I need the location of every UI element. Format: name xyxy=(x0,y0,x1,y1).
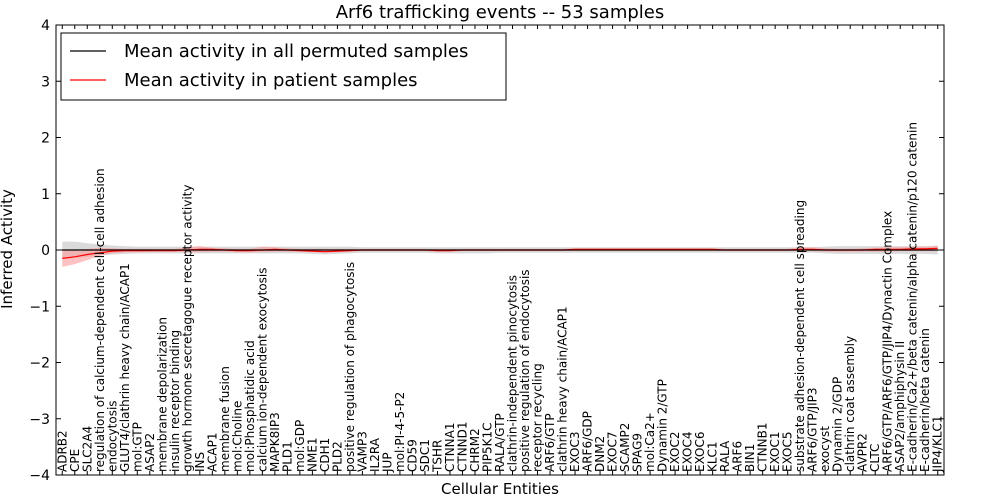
category-label: EXOC3 xyxy=(568,432,582,473)
category-label: E-cadherin/Ca2+/beta catenin/alpha caten… xyxy=(906,122,920,472)
category-label: NME1 xyxy=(305,437,319,472)
category-label: SCAMP2 xyxy=(618,423,632,472)
category-label: CDH1 xyxy=(318,438,332,472)
category-label: positive regulation of phagocytosis xyxy=(343,262,357,472)
category-label: mol:Phosphatidic acid xyxy=(243,340,257,472)
category-label: mol:GDP xyxy=(293,420,307,472)
category-label: endocytosis xyxy=(105,400,119,472)
y-ticks: 4 3 2 1 0 −1 −2 −3 −4 xyxy=(29,18,944,484)
series-band-1 xyxy=(62,246,938,267)
category-label: receptor recycling xyxy=(531,363,545,472)
category-label: Dynamin 2/GDP xyxy=(831,377,845,472)
category-label: mol:Ca2+ xyxy=(643,412,657,472)
category-label: DNM2 xyxy=(593,436,607,472)
category-label: AVPR2 xyxy=(856,433,870,472)
category-label: MAPK8IP3 xyxy=(268,412,282,472)
category-label: mol:GTP xyxy=(130,422,144,472)
category-label: CPE xyxy=(68,449,82,472)
category-label: EXOC5 xyxy=(781,432,795,473)
category-label: EXOC2 xyxy=(668,432,682,473)
category-label: clathrin-independent pinocytosis xyxy=(506,275,520,472)
y-tick-label: −2 xyxy=(29,356,50,372)
category-label: PLD2 xyxy=(330,441,344,472)
y-tick-label: −1 xyxy=(29,299,50,315)
category-label: Dynamin 2/GTP xyxy=(656,379,670,472)
category-label: E-cadherin/beta catenin xyxy=(918,328,932,472)
category-label: SPAG9 xyxy=(631,433,645,472)
category-label: EXOC4 xyxy=(681,432,695,473)
category-label: RALA/GTP xyxy=(493,413,507,472)
category-label: VAMP3 xyxy=(355,431,369,472)
category-label: CHRM2 xyxy=(468,428,482,472)
category-label: positive regulation of endocytosis xyxy=(518,269,532,472)
category-label: ARF6/GDP xyxy=(581,411,595,472)
category-label: ARF6/GTP/JIP3 xyxy=(806,387,820,472)
legend-entry: Mean activity in patient samples xyxy=(124,70,418,91)
category-label: EXOC7 xyxy=(606,432,620,473)
legend-box xyxy=(60,32,507,101)
legend-entry: Mean activity in all permuted samples xyxy=(124,41,468,62)
category-label: clathrin coat assembly xyxy=(843,336,857,472)
category-label: PLD1 xyxy=(280,441,294,472)
plot-frame xyxy=(55,24,945,476)
y-tick-label: 0 xyxy=(41,243,50,259)
category-label: TSHR xyxy=(431,440,445,473)
category-label: regulation of calcium-dependent cell-cel… xyxy=(93,168,107,472)
chart-title: Arf6 trafficking events -- 53 samples xyxy=(336,2,665,23)
category-label: calcium ion-dependent exocytosis xyxy=(255,268,269,473)
category-label: mol:Choline xyxy=(230,401,244,472)
y-tick-label: 3 xyxy=(41,74,50,90)
category-label: JIP4/KLC1 xyxy=(931,415,945,473)
category-label: CTNNA1 xyxy=(443,422,457,472)
category-label: ASAP2/amphiphysin II xyxy=(893,341,907,472)
category-label: membrane depolarization xyxy=(155,317,169,472)
category-label: mol:PI-4-5-P2 xyxy=(393,392,407,472)
category-label: ASAP2 xyxy=(143,433,157,472)
y-tick-label: −3 xyxy=(29,412,50,428)
category-label: PIP5K1C xyxy=(481,422,495,472)
category-label: EXOC6 xyxy=(693,432,707,473)
category-label: INS xyxy=(193,452,207,472)
category-label: CTNND1 xyxy=(456,421,470,472)
category-label: ACAP1 xyxy=(205,433,219,472)
x-ticks xyxy=(61,25,939,475)
category-label: CLTC xyxy=(868,444,882,472)
y-tick-label: 1 xyxy=(41,187,50,203)
legend: Mean activity in all permuted samples Mea… xyxy=(60,32,507,101)
category-label: ARF6/GTP xyxy=(543,413,557,472)
category-label: ARF6/GTP/ARF6/GTP/JIP4/Dynactin Complex xyxy=(881,211,895,472)
category-label: membrane fusion xyxy=(218,366,232,472)
category-label: JUP xyxy=(380,452,394,473)
category-label: insulin receptor binding xyxy=(168,330,182,472)
category-label: substrate adhesion-dependent cell spread… xyxy=(793,200,807,472)
category-label: CD59 xyxy=(406,439,420,472)
category-label: SDC1 xyxy=(418,439,432,472)
y-axis-label: Inferred Activity xyxy=(0,189,16,309)
y-tick-label: 2 xyxy=(41,131,50,147)
y-tick-label: 4 xyxy=(41,18,50,34)
category-label: ADRB2 xyxy=(55,430,69,472)
category-label: BIN1 xyxy=(743,444,757,472)
series-lines xyxy=(56,247,944,259)
category-label: GLUT4/clathrin heavy chain/ACAP1 xyxy=(118,263,132,472)
category-label: growth hormone secretagogue receptor act… xyxy=(180,185,194,472)
category-label: IL2RA xyxy=(368,437,382,472)
category-label: RALA xyxy=(718,440,732,472)
category-label: SLC2A4 xyxy=(80,426,94,472)
x-axis-label: Cellular Entities xyxy=(441,480,559,498)
y-tick-label: −4 xyxy=(29,468,50,484)
category-label: CTNNB1 xyxy=(756,422,770,472)
category-label: ARF6 xyxy=(731,441,745,472)
category-label: EXOC1 xyxy=(768,432,782,473)
category-label: KLC1 xyxy=(706,441,720,472)
category-label: clathrin heavy chain/ACAP1 xyxy=(556,306,570,472)
category-label: exocyst xyxy=(818,426,832,472)
